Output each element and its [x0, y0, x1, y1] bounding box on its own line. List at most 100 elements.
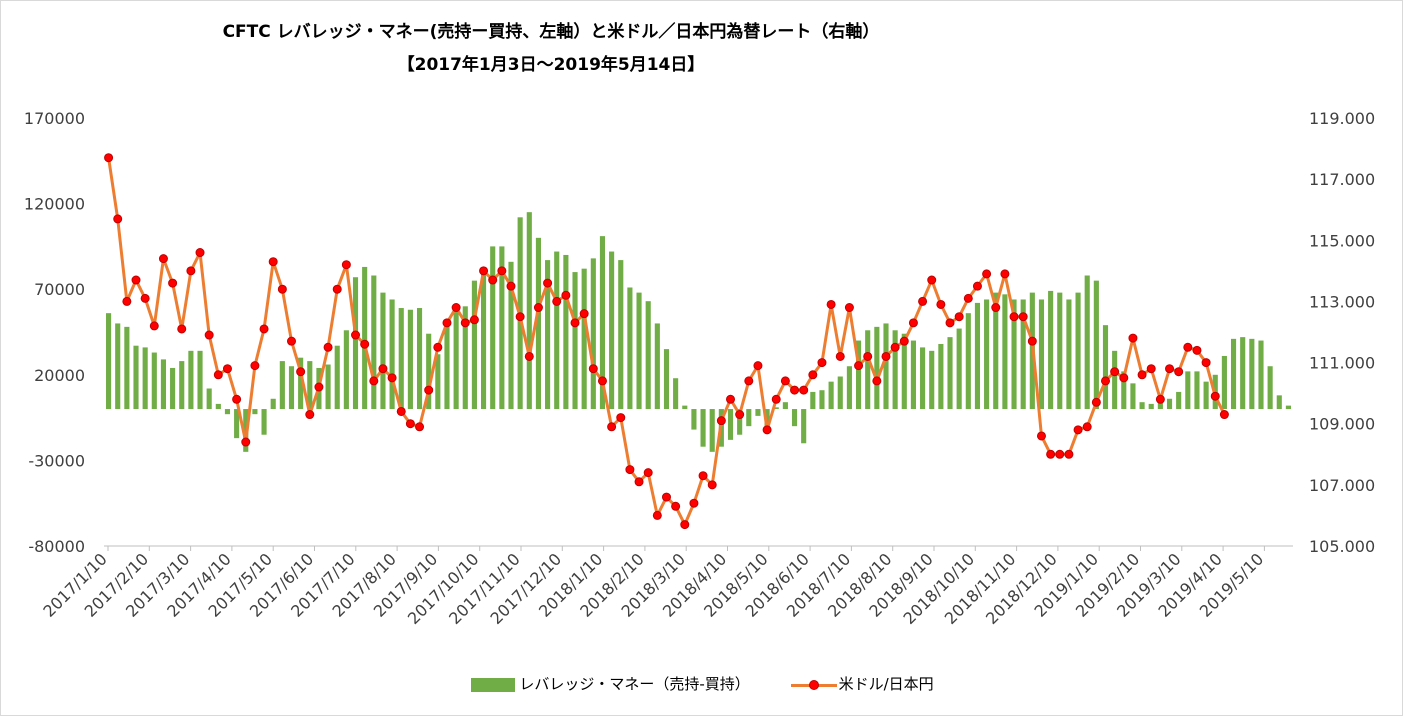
fx-point — [131, 275, 141, 285]
fx-point — [1137, 370, 1147, 380]
fx-point — [351, 330, 361, 340]
fx-point — [1000, 269, 1010, 279]
bar — [106, 313, 112, 410]
bar — [1139, 402, 1145, 410]
fx-point — [287, 336, 296, 346]
bar — [554, 251, 560, 410]
fx-point — [908, 318, 918, 328]
fx-point — [799, 385, 809, 395]
bar — [901, 333, 907, 410]
right-tick-label: 109.000 — [1309, 415, 1375, 434]
line-series — [104, 153, 1229, 530]
fx-point — [497, 266, 507, 276]
fx-point — [433, 342, 443, 352]
legend-label-line: 米ドル/日本円 — [838, 675, 934, 693]
fx-point — [378, 364, 388, 374]
right-tick-label: 105.000 — [1309, 537, 1375, 556]
bar — [956, 328, 962, 410]
right-tick-label: 115.000 — [1309, 231, 1375, 250]
fx-point — [1165, 364, 1175, 374]
fx-point — [1082, 422, 1092, 432]
fx-point — [863, 351, 873, 361]
bar — [1066, 299, 1072, 410]
bar — [1148, 403, 1154, 410]
bar — [1285, 405, 1291, 410]
bar — [526, 212, 532, 410]
bar — [453, 304, 459, 410]
bar — [883, 323, 889, 410]
bar — [206, 388, 212, 410]
fx-point — [808, 370, 818, 380]
right-tick-label: 111.000 — [1309, 354, 1375, 373]
bar — [426, 333, 432, 410]
left-tick-label: 120000 — [24, 195, 85, 214]
bar — [1240, 337, 1246, 410]
bar — [856, 340, 862, 410]
bar — [407, 309, 413, 410]
bar — [1121, 371, 1127, 410]
bar — [1057, 292, 1063, 410]
fx-point — [1219, 410, 1229, 420]
fx-point — [158, 254, 168, 264]
fx-point — [680, 520, 690, 530]
bar — [709, 409, 715, 452]
fx-point — [899, 336, 909, 346]
fx-point — [296, 367, 306, 377]
bar — [471, 280, 477, 410]
fx-point — [424, 385, 434, 395]
fx-point — [479, 266, 489, 276]
bar — [1112, 350, 1118, 410]
fx-point — [643, 468, 653, 478]
bar — [197, 350, 203, 410]
fx-point — [671, 501, 681, 511]
chart-title: CFTC レバレッジ・マネー(売持ー買持、左軸）と米ドル／日本円為替レート（右軸… — [222, 22, 880, 42]
fx-point — [195, 248, 205, 258]
fx-point — [204, 330, 214, 340]
fx-point — [177, 324, 187, 334]
fx-point — [881, 351, 891, 361]
bar — [115, 323, 121, 410]
fx-point — [918, 296, 928, 306]
fx-point — [323, 342, 333, 352]
bar — [270, 398, 276, 410]
fx-line — [107, 157, 1226, 527]
bar — [1130, 383, 1136, 410]
bar — [673, 378, 679, 410]
fx-point — [277, 284, 287, 294]
fx-point — [561, 290, 571, 300]
bar — [773, 407, 779, 410]
fx-point — [707, 480, 717, 490]
bar — [874, 326, 880, 410]
bar — [1102, 325, 1109, 410]
bar — [188, 350, 194, 410]
bar-series — [106, 212, 1291, 452]
right-tick-label: 117.000 — [1309, 170, 1375, 189]
bar — [746, 409, 752, 427]
fx-point — [826, 299, 836, 309]
bar — [737, 409, 743, 435]
fx-point — [1018, 312, 1028, 322]
fx-point — [222, 364, 232, 374]
bar — [1267, 366, 1273, 410]
bar — [234, 409, 240, 439]
fx-point — [735, 410, 745, 420]
left-tick-label: -80000 — [28, 537, 85, 556]
fx-point — [1210, 391, 1220, 401]
fx-point — [872, 376, 882, 386]
chart-subtitle: 【2017年1月3日～2019年5月14日】 — [397, 55, 705, 75]
fx-point — [113, 214, 123, 224]
bar — [810, 391, 816, 410]
bar — [1230, 338, 1237, 410]
bar — [371, 275, 377, 410]
fx-point — [1128, 333, 1138, 343]
right-tick-label: 107.000 — [1309, 476, 1375, 495]
fx-point — [1009, 312, 1019, 322]
bar — [288, 366, 295, 410]
bar — [727, 409, 734, 440]
bar — [362, 266, 368, 410]
left-tick-label: 70000 — [34, 280, 85, 299]
fx-point — [314, 382, 324, 392]
fx-point — [1174, 367, 1184, 377]
fx-point — [771, 394, 781, 404]
